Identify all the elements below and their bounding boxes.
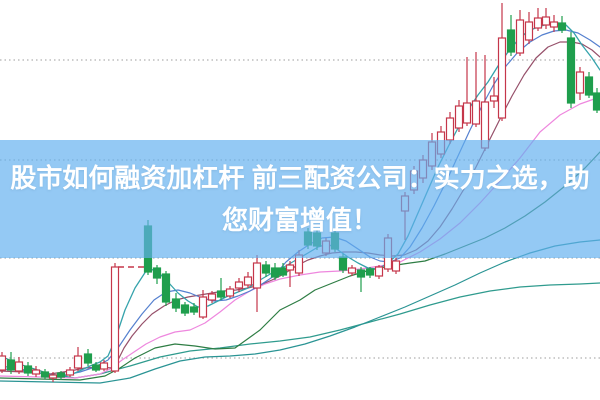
promo-banner-text-line1: 股市如何融资加杠杆 前三配资公司：实力之选，助 <box>10 163 590 193</box>
promo-banner-text-line2: 您财富增值！ <box>221 205 378 235</box>
promo-banner[interactable]: 股市如何融资加杠杆 前三配资公司：实力之选，助 您财富增值！ <box>0 140 600 258</box>
